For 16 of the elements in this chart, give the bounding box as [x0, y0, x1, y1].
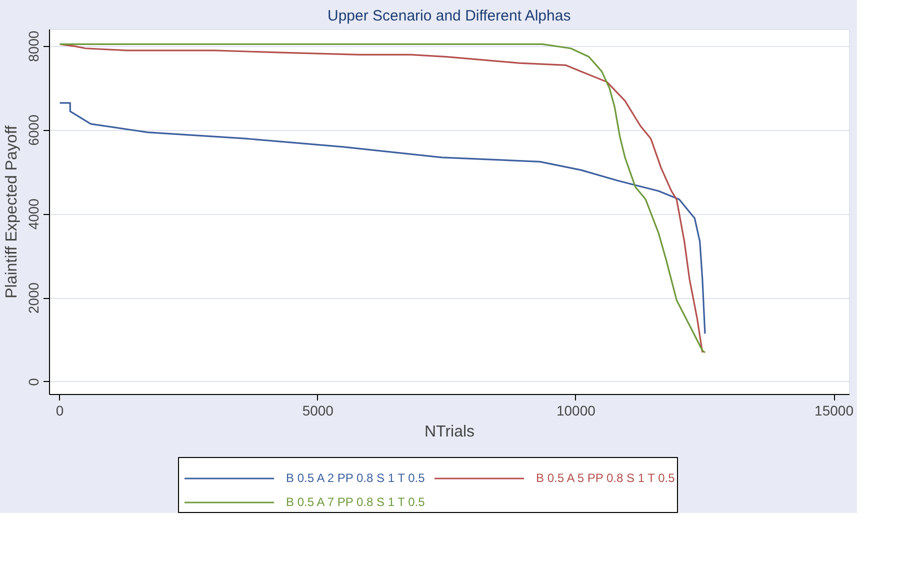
text: B 0.5 A 2 PP 0.8 S 1 T 0.5: [286, 471, 425, 485]
y-axis-title: Plaintiff Expected Payoff: [4, 125, 20, 298]
x-tick-label: 10000: [556, 402, 596, 418]
y-tick-label: 2000: [26, 282, 42, 314]
x-tick-label: 0: [56, 402, 64, 418]
y-tick-label: 8000: [26, 30, 42, 62]
x-tick-label: 15000: [814, 402, 854, 418]
chart-title: Upper Scenario and Different Alphas: [327, 8, 571, 24]
y-tick-label: 0: [26, 378, 42, 386]
text: B 0.5 A 5 PP 0.8 S 1 T 0.5: [536, 471, 675, 485]
x-tick-label: 5000: [302, 402, 334, 418]
x-axis-title: NTrials: [424, 424, 475, 440]
y-tick-label: 6000: [26, 114, 42, 146]
text: B 0.5 A 7 PP 0.8 S 1 T 0.5: [286, 495, 425, 509]
line-series: [59, 102, 706, 334]
y-tick-label: 4000: [26, 198, 42, 230]
